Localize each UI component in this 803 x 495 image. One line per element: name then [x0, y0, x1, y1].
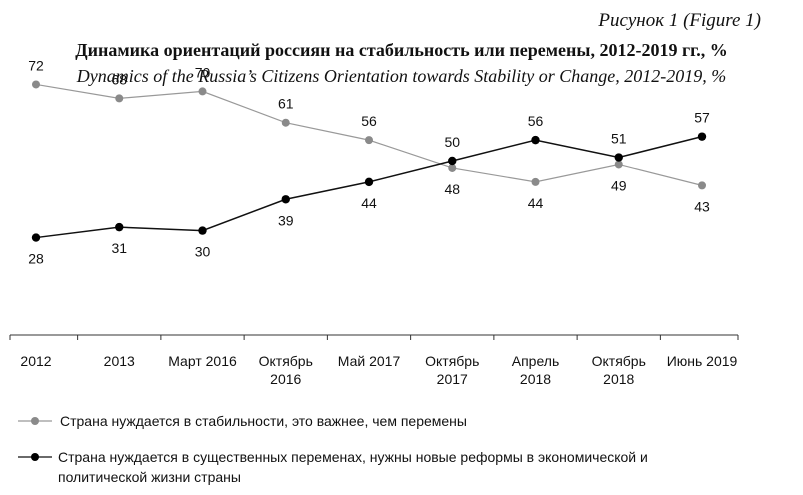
- data-label: 56: [528, 113, 544, 129]
- x-tick-marks: [9, 335, 739, 340]
- legend-marker: [31, 417, 39, 425]
- chart-title: Динамика ориентаций россиян на стабильно…: [75, 40, 728, 60]
- data-point: [281, 195, 290, 204]
- series-lines: [35, 83, 703, 239]
- legend-label: Страна нуждается в существенных перемена…: [58, 449, 648, 465]
- data-label: 61: [278, 96, 294, 112]
- x-tick-label: Май 2017: [338, 353, 401, 369]
- data-label: 49: [611, 177, 627, 193]
- data-label: 44: [361, 195, 377, 211]
- data-label: 50: [444, 134, 460, 150]
- x-tick-label: 2012: [20, 353, 51, 369]
- data-point: [697, 132, 707, 141]
- data-label: 30: [195, 244, 211, 260]
- x-tick-label: Март 2016: [168, 353, 237, 369]
- data-label: 43: [694, 198, 710, 214]
- data-label: 57: [694, 110, 710, 126]
- data-point: [614, 153, 623, 162]
- data-point: [281, 118, 290, 127]
- legend: Страна нуждается в стабильности, это важ…: [18, 413, 648, 485]
- legend-marker: [31, 453, 39, 461]
- legend-label: политической жизни страны: [58, 469, 241, 485]
- figure-label: Рисунок 1 (Figure 1): [598, 10, 761, 31]
- data-point: [365, 136, 373, 145]
- data-label: 70: [195, 64, 211, 80]
- data-point: [531, 135, 540, 145]
- x-tick-label: 2018: [520, 371, 551, 387]
- x-tick-label: 2013: [104, 353, 135, 369]
- x-tick-label: 2018: [603, 371, 634, 387]
- data-label: 31: [111, 240, 127, 256]
- legend-label: Страна нуждается в стабильности, это важ…: [60, 413, 467, 429]
- data-label: 48: [444, 181, 460, 197]
- x-tick-label: Октябрь: [425, 353, 479, 369]
- data-point: [32, 80, 40, 89]
- x-tick-label: Апрель: [512, 353, 560, 369]
- data-label: 56: [361, 113, 377, 129]
- data-label: 28: [28, 251, 44, 267]
- x-tick-label: Октябрь: [259, 353, 313, 369]
- data-point: [698, 181, 706, 190]
- series-line: [35, 83, 703, 186]
- data-label: 51: [611, 131, 627, 147]
- data-point: [448, 156, 457, 166]
- data-point: [364, 177, 374, 187]
- data-labels: 72 68 70 61 56 48 44 49 43 28 31 30 39 44 50 56 51 57: [28, 57, 710, 266]
- x-tick-label: 2016: [270, 371, 301, 387]
- data-point: [115, 94, 124, 103]
- data-point: [31, 233, 41, 242]
- x-tick-label: Октябрь: [592, 353, 646, 369]
- data-point: [198, 226, 207, 235]
- x-tick-label: Июнь 2019: [667, 353, 738, 369]
- data-point: [198, 87, 207, 96]
- x-tick-labels: 2012 2013 Март 2016 Октябрь 2016 Май 2017 Октя…: [20, 353, 737, 387]
- data-point: [614, 160, 623, 169]
- data-point: [531, 177, 540, 186]
- series-line: [35, 135, 703, 239]
- data-label: 72: [28, 57, 44, 73]
- data-label: 68: [111, 71, 127, 87]
- data-label: 44: [528, 195, 544, 211]
- data-label: 39: [278, 212, 294, 228]
- chart-subtitle: Dynamics of the Russia’s Citizens Orient…: [76, 66, 727, 86]
- x-tick-label: 2017: [437, 371, 468, 387]
- data-point: [448, 163, 457, 172]
- data-points: [31, 80, 707, 242]
- data-point: [115, 222, 124, 232]
